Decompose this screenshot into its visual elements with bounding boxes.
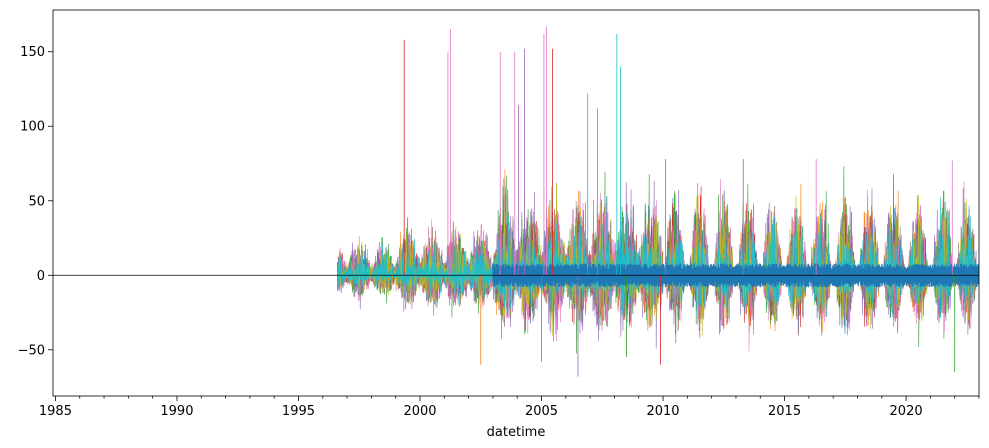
x-tick-label: 1995 <box>282 404 315 419</box>
x-tick-label: 2015 <box>768 404 801 419</box>
x-tick-label: 2005 <box>525 404 558 419</box>
x-axis-label: datetime <box>487 425 546 440</box>
y-tick-label: 0 <box>37 269 45 284</box>
y-tick-label: 100 <box>20 120 45 135</box>
x-tick-label: 2000 <box>403 404 436 419</box>
series-line-9 <box>337 196 979 340</box>
y-tick-label: 50 <box>28 194 45 209</box>
y-tick-label: −50 <box>18 343 45 358</box>
x-tick-label: 2020 <box>890 404 923 419</box>
data-layer <box>337 26 979 377</box>
y-tick-label: 150 <box>20 45 45 60</box>
x-axis: 1985 1990 1995 2000 2005 2010 2015 2020 <box>39 396 980 419</box>
y-axis: −50 0 50 100 150 <box>18 45 53 358</box>
x-tick-label: 1985 <box>39 404 72 419</box>
x-tick-label: 2010 <box>646 404 679 419</box>
x-tick-label: 1990 <box>160 404 193 419</box>
plot-frame <box>52 9 980 397</box>
